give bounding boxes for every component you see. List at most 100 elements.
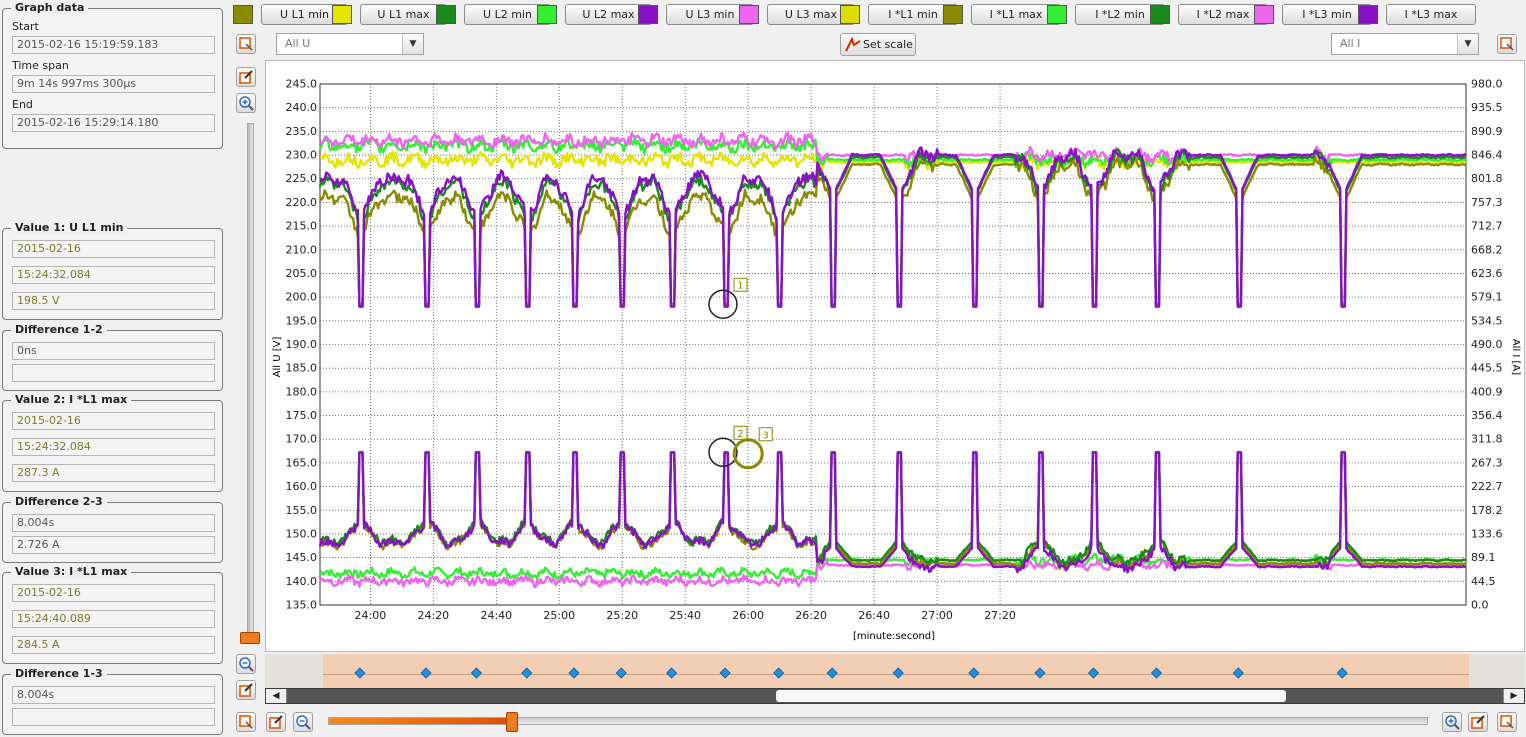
- graph-chart[interactable]: 135.0 140.0 145.0 150.0 155.0 160.0 165.0 170.0…: [265, 60, 1525, 652]
- event-marker[interactable]: [420, 667, 432, 679]
- legend-swatch[interactable]: [537, 5, 557, 24]
- right-axis-combo[interactable]: All I ▼: [1331, 33, 1479, 55]
- edit-x-scale-button[interactable]: [266, 712, 286, 732]
- legend-button[interactable]: I *L2 max: [1178, 4, 1268, 25]
- y-zoom-handle[interactable]: [240, 632, 260, 644]
- diff12-value[interactable]: [12, 364, 215, 382]
- legend-swatch[interactable]: [943, 5, 963, 24]
- edit-x-scale-button-right[interactable]: [1468, 712, 1488, 732]
- event-marker[interactable]: [719, 667, 731, 679]
- diff23-value[interactable]: 2.726 A: [12, 536, 215, 554]
- event-marker[interactable]: [773, 667, 785, 679]
- time-span-field[interactable]: 9m 14s 997ms 300µs: [12, 75, 215, 93]
- cursor-tag[interactable]: [758, 427, 773, 442]
- legend-button[interactable]: U L3 min: [666, 4, 754, 25]
- legend-button[interactable]: I *L3 min: [1282, 4, 1372, 25]
- diff12-time[interactable]: 0ns: [12, 342, 215, 360]
- edit-scale-button[interactable]: [236, 67, 256, 87]
- legend-button[interactable]: U L2 min: [464, 4, 551, 25]
- legend-swatch[interactable]: [1358, 5, 1378, 24]
- overview-events[interactable]: [265, 654, 1525, 688]
- legend-item[interactable]: I *L2 min: [1047, 4, 1165, 26]
- legend-button[interactable]: I *L2 min: [1075, 4, 1165, 25]
- legend-button[interactable]: I *L1 min: [868, 4, 958, 25]
- x-zoom-track[interactable]: [328, 717, 1428, 725]
- cursor-circle[interactable]: [708, 289, 738, 319]
- scroll-right-button[interactable]: ▶: [1503, 689, 1524, 703]
- set-scale-button[interactable]: Set scale: [840, 33, 916, 56]
- zoom-out-x-button[interactable]: [293, 712, 313, 732]
- event-marker[interactable]: [892, 667, 904, 679]
- legend-swatch[interactable]: [1150, 5, 1170, 24]
- event-marker[interactable]: [521, 667, 533, 679]
- legend-button[interactable]: U L1 max: [360, 4, 447, 25]
- legend-button[interactable]: I *L3 max: [1386, 4, 1476, 25]
- chevron-down-icon[interactable]: ▼: [402, 34, 423, 54]
- value2-date[interactable]: 2015-02-16: [12, 412, 215, 430]
- diff13-value[interactable]: [12, 708, 215, 726]
- marker-tool-button-right[interactable]: [1497, 34, 1517, 54]
- cursor-tag[interactable]: [733, 277, 748, 292]
- legend-item[interactable]: I *L2 max: [1150, 4, 1268, 26]
- marker-tool-button-bottom[interactable]: [236, 712, 256, 732]
- legend-item[interactable]: U L3 max: [739, 4, 855, 26]
- event-marker[interactable]: [666, 667, 678, 679]
- left-axis-combo[interactable]: All U ▼: [276, 33, 424, 55]
- zoom-out-y-button[interactable]: [236, 654, 256, 674]
- event-marker[interactable]: [826, 667, 838, 679]
- legend-item[interactable]: U L2 max: [537, 4, 652, 26]
- value3-time[interactable]: 15:24:40.089: [12, 610, 215, 628]
- legend-item[interactable]: U L3 min: [638, 4, 754, 26]
- value1-time[interactable]: 15:24:32.084: [12, 266, 215, 284]
- event-marker[interactable]: [1336, 667, 1348, 679]
- event-marker[interactable]: [968, 667, 980, 679]
- legend-item[interactable]: I *L3 min: [1254, 4, 1372, 26]
- legend-swatch[interactable]: [436, 5, 456, 24]
- legend-button[interactable]: U L3 max: [767, 4, 855, 25]
- value1-date[interactable]: 2015-02-16: [12, 240, 215, 258]
- legend-item[interactable]: U L2 min: [436, 4, 551, 26]
- marker-tool-button[interactable]: [236, 34, 256, 54]
- event-marker[interactable]: [568, 667, 580, 679]
- value3-date[interactable]: 2015-02-16: [12, 584, 215, 602]
- legend-swatch[interactable]: [739, 5, 759, 24]
- event-marker[interactable]: [1087, 667, 1100, 679]
- legend-item[interactable]: U L1 min: [233, 4, 348, 26]
- legend-swatch[interactable]: [233, 5, 253, 24]
- event-marker[interactable]: [1034, 667, 1046, 679]
- value3-value[interactable]: 284.5 A: [12, 636, 215, 654]
- event-marker[interactable]: [615, 667, 627, 679]
- start-field[interactable]: 2015-02-16 15:19:59.183: [12, 36, 215, 54]
- value2-time[interactable]: 15:24:32.084: [12, 438, 215, 456]
- scroll-left-button[interactable]: ◀: [266, 689, 287, 703]
- event-marker[interactable]: [1232, 667, 1244, 679]
- legend-item[interactable]: U L1 max: [332, 4, 447, 26]
- legend-swatch[interactable]: [332, 5, 352, 24]
- legend-button[interactable]: U L2 max: [565, 4, 652, 25]
- event-marker[interactable]: [1150, 667, 1163, 679]
- edit-scale-button-2[interactable]: [236, 680, 256, 700]
- chevron-down-icon[interactable]: ▼: [1457, 34, 1478, 54]
- legend-button[interactable]: I *L1 max: [971, 4, 1061, 25]
- value1-value[interactable]: 198.5 V: [12, 292, 215, 310]
- cursor-tag[interactable]: [733, 425, 748, 440]
- zoom-in-y-button[interactable]: [236, 93, 256, 113]
- x-zoom-handle[interactable]: [506, 712, 518, 732]
- legend-item[interactable]: I *L3 max: [1358, 4, 1476, 26]
- diff23-time[interactable]: 8.004s: [12, 514, 215, 532]
- legend-swatch[interactable]: [1254, 5, 1274, 24]
- legend-item[interactable]: I *L1 min: [840, 4, 958, 26]
- overview-strip[interactable]: [265, 654, 1525, 688]
- legend-item[interactable]: I *L1 max: [943, 4, 1061, 26]
- scroll-thumb[interactable]: [776, 690, 1286, 702]
- legend-swatch[interactable]: [638, 5, 658, 24]
- diff13-time[interactable]: 8.004s: [12, 686, 215, 704]
- event-marker[interactable]: [354, 667, 366, 679]
- end-field[interactable]: 2015-02-16 15:29:14.180: [12, 114, 215, 132]
- event-marker[interactable]: [470, 667, 482, 679]
- chart-cursors[interactable]: 1 2 3: [708, 277, 773, 470]
- marker-tool-button-bottom-right[interactable]: [1497, 712, 1517, 732]
- cursor-circle[interactable]: [708, 437, 738, 468]
- legend-swatch[interactable]: [1047, 5, 1067, 24]
- y-zoom-track[interactable]: [247, 123, 254, 640]
